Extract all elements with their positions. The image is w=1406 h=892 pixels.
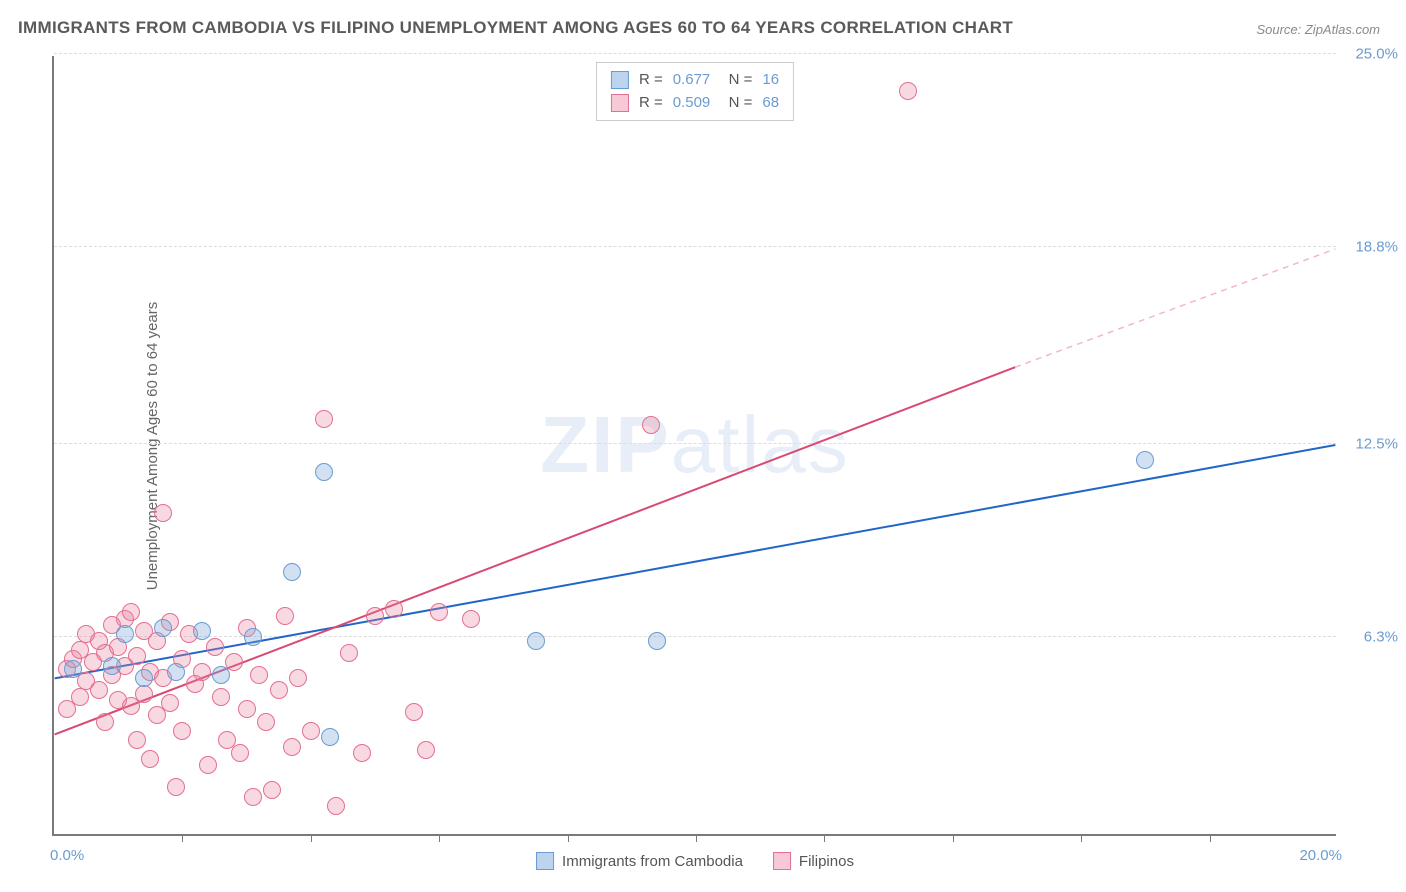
watermark: ZIPatlas — [540, 399, 849, 491]
data-point — [96, 713, 114, 731]
data-point — [154, 619, 172, 637]
data-point — [135, 669, 153, 687]
data-point — [244, 788, 262, 806]
data-point — [90, 681, 108, 699]
data-point — [270, 681, 288, 699]
data-point — [244, 628, 262, 646]
legend-r-label: R = — [639, 92, 663, 115]
legend-correlation: R = 0.677 N = 16 R = 0.509 N = 68 — [596, 62, 794, 121]
legend-r-label: R = — [639, 69, 663, 92]
data-point — [161, 694, 179, 712]
legend-n-label: N = — [720, 92, 752, 115]
x-tick — [182, 834, 183, 842]
legend-row: R = 0.677 N = 16 — [611, 69, 779, 92]
data-point — [340, 644, 358, 662]
data-point — [193, 622, 211, 640]
x-min-label: 0.0% — [50, 847, 84, 864]
legend-label: Immigrants from Cambodia — [562, 853, 743, 870]
y-tick-label: 18.8% — [1355, 239, 1398, 256]
y-tick-label: 12.5% — [1355, 436, 1398, 453]
data-point — [231, 744, 249, 762]
data-point — [417, 741, 435, 759]
legend-r-value: 0.509 — [673, 92, 711, 115]
data-point — [167, 778, 185, 796]
legend-label: Filipinos — [799, 853, 854, 870]
data-point — [116, 625, 134, 643]
data-point — [193, 663, 211, 681]
legend-series: Immigrants from Cambodia Filipinos — [536, 852, 854, 870]
data-point — [167, 663, 185, 681]
data-point — [154, 504, 172, 522]
data-point — [648, 632, 666, 650]
data-point — [642, 416, 660, 434]
legend-n-value: 16 — [762, 69, 779, 92]
y-tick-label: 25.0% — [1355, 46, 1398, 63]
data-point — [122, 603, 140, 621]
gridline — [54, 443, 1336, 444]
data-point — [321, 728, 339, 746]
x-tick — [953, 834, 954, 842]
gridline — [54, 53, 1336, 54]
data-point — [899, 82, 917, 100]
watermark-zip: ZIP — [540, 400, 670, 489]
chart-title: IMMIGRANTS FROM CAMBODIA VS FILIPINO UNE… — [18, 18, 1013, 38]
legend-swatch — [611, 71, 629, 89]
data-point — [128, 731, 146, 749]
data-point — [315, 410, 333, 428]
data-point — [353, 744, 371, 762]
x-tick — [1210, 834, 1211, 842]
data-point — [263, 781, 281, 799]
data-point — [302, 722, 320, 740]
data-point — [128, 647, 146, 665]
legend-r-value: 0.677 — [673, 69, 711, 92]
data-point — [212, 666, 230, 684]
x-tick — [824, 834, 825, 842]
watermark-atlas: atlas — [671, 400, 850, 489]
data-point — [527, 632, 545, 650]
data-point — [206, 638, 224, 656]
data-point — [315, 463, 333, 481]
data-point — [173, 722, 191, 740]
data-point — [103, 657, 121, 675]
data-point — [199, 756, 217, 774]
plot-area: ZIPatlas 6.3%12.5%18.8%25.0% R =0.677 N … — [52, 56, 1336, 836]
data-point — [135, 685, 153, 703]
legend-n-value: 68 — [762, 92, 779, 115]
data-point — [462, 610, 480, 628]
legend-row: R = 0.509 N = 68 — [611, 92, 779, 115]
gridline — [54, 246, 1336, 247]
legend-n-label: N = — [720, 69, 752, 92]
data-point — [257, 713, 275, 731]
data-point — [385, 600, 403, 618]
data-point — [366, 607, 384, 625]
data-point — [276, 607, 294, 625]
legend-item: Filipinos — [773, 852, 854, 870]
data-point — [430, 603, 448, 621]
data-point — [238, 700, 256, 718]
data-point — [289, 669, 307, 687]
source-label: Source: ZipAtlas.com — [1256, 22, 1380, 37]
data-point — [141, 750, 159, 768]
x-tick — [1081, 834, 1082, 842]
data-point — [64, 660, 82, 678]
legend-swatch — [611, 94, 629, 112]
x-tick — [439, 834, 440, 842]
data-point — [283, 563, 301, 581]
x-tick — [696, 834, 697, 842]
x-tick — [311, 834, 312, 842]
data-point — [405, 703, 423, 721]
x-tick — [568, 834, 569, 842]
data-point — [1136, 451, 1154, 469]
legend-swatch — [536, 852, 554, 870]
legend-item: Immigrants from Cambodia — [536, 852, 743, 870]
data-point — [250, 666, 268, 684]
x-max-label: 20.0% — [1299, 847, 1342, 864]
legend-swatch — [773, 852, 791, 870]
y-tick-label: 6.3% — [1364, 629, 1398, 646]
data-point — [212, 688, 230, 706]
data-point — [283, 738, 301, 756]
data-point — [71, 688, 89, 706]
data-point — [327, 797, 345, 815]
